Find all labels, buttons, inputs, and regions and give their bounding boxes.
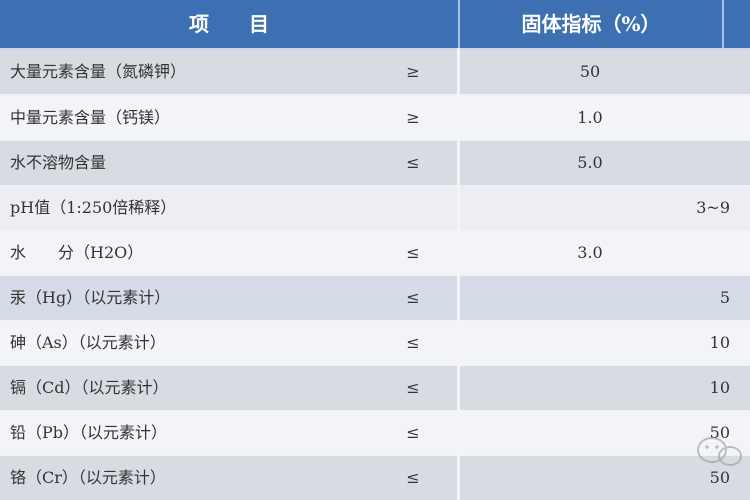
comparison-operator: ≥ [406,108,420,127]
solid-index-value: 10 [709,378,730,397]
table-row: pH值（1:250倍稀释） 3~9 [0,186,750,230]
table-row: 镉（Cd）（以元素计） ≤ 10 [0,366,750,410]
wechat-icon [697,437,742,466]
column-divider [457,48,460,500]
table-row: 砷（As）（以元素计） ≤ 10 [0,321,750,365]
item-name: 砷（As）（以元素计） [10,333,166,352]
header-divider [458,0,460,48]
comparison-operator: ≤ [406,153,420,172]
solid-index-value: 3~9 [696,198,730,217]
comparison-operator [403,186,423,230]
item-name: 水不溶物含量 [10,153,107,172]
header-item: 项 目 [189,12,269,36]
table-row: 铬（Cr）（以元素计） ≤ 50 [0,456,750,500]
header-solid-index: 固体指标（%） [521,12,661,36]
item-name: 汞（Hg）（以元素计） [10,288,171,307]
table-row: 汞（Hg）（以元素计） ≤ 5 [0,276,750,320]
table-row: 中量元素含量（钙镁） ≥ 1.0 [0,96,750,140]
solid-index-value: 1.0 [577,108,603,127]
comparison-operator: ≤ [406,333,420,352]
table-row: 大量元素含量（氮磷钾） ≥ 50 [0,50,750,94]
item-name: 中量元素含量（钙镁） [10,108,171,127]
comparison-operator: ≤ [406,288,420,307]
table-row: 水不溶物含量 ≤ 5.0 [0,141,750,185]
item-name: 铅（Pb）（以元素计） [10,423,168,442]
item-name: 铬（Cr）（以元素计） [10,468,166,487]
solid-index-value: 50 [579,62,601,81]
comparison-operator: ≤ [406,423,420,442]
item-name: 镉（Cd）（以元素计） [10,378,169,397]
item-name: 大量元素含量（氮磷钾） [10,62,187,81]
solid-index-value: 50 [709,468,730,487]
solid-index-value: 3.0 [577,243,603,262]
comparison-operator: ≤ [406,468,420,487]
item-name: pH值（1:250倍稀释） [10,198,177,217]
item-name: 水 分（H2O） [10,243,144,262]
table-row: 水 分（H2O） ≤ 3.0 [0,231,750,275]
table-header: 项 目 固体指标（%） [0,0,750,51]
solid-index-value: 5 [719,288,730,307]
header-divider [722,0,724,48]
comparison-operator: ≤ [406,378,420,397]
comparison-operator: ≤ [406,243,420,262]
comparison-operator: ≥ [406,62,420,81]
solid-index-value: 5.0 [577,153,603,172]
table-row: 铅（Pb）（以元素计） ≤ 50 [0,411,750,455]
solid-index-value: 10 [709,333,730,352]
